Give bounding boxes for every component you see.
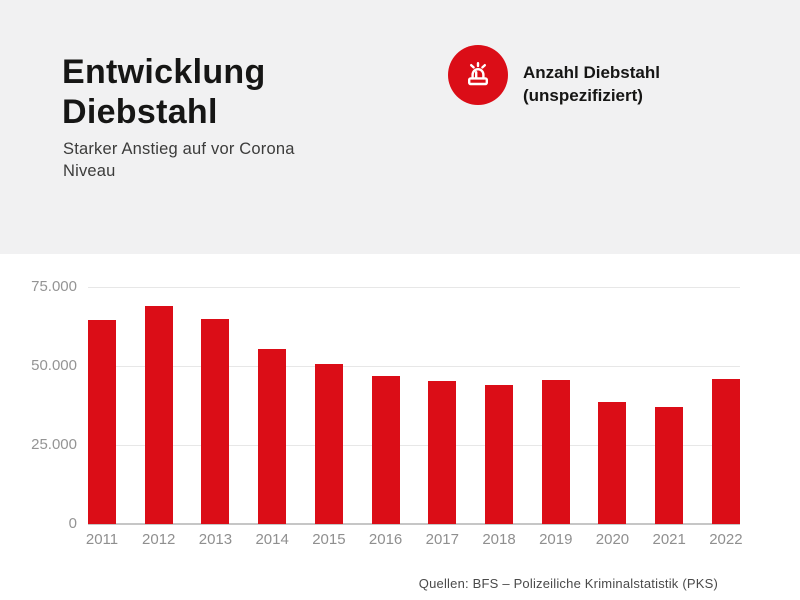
bar-2016 [371,376,400,524]
x-tick-2018: 2018 [482,530,516,550]
x-tick-2017: 2017 [425,530,459,550]
bar-2022 [711,379,740,524]
x-tick-2019: 2019 [539,530,573,550]
x-tick-2022: 2022 [709,530,743,550]
bar-2012 [144,306,173,524]
x-tick-label: 2013 [198,531,233,548]
legend-label: Anzahl Diebstahl (unspezifiziert) [523,63,660,105]
bar-2013 [201,319,230,524]
source-note: Quellen: BFS – Polizeiliche Kriminalstat… [418,576,718,591]
x-tick-2013: 2013 [198,530,233,550]
chart-legend: Anzahl Diebstahl (unspezifiziert) [448,45,698,107]
x-tick-2015: 2015 [312,530,346,550]
page-subtitle: Starker Anstieg auf vor Corona Niveau [63,140,295,180]
x-tick-label: 2019 [539,531,573,548]
legend-icon-badge [448,45,508,105]
x-baseline [88,523,740,525]
grid-line [88,366,740,367]
bar-2014 [258,349,287,524]
header-panel: Entwicklung Diebstahl Starker Anstieg au… [0,0,800,254]
x-tick-label: 2017 [425,531,459,548]
bar-2020 [598,402,627,524]
x-tick-label: 2014 [255,531,289,548]
bars-container [88,287,740,524]
bar-2011 [88,320,116,524]
bar-2018 [485,385,514,524]
y-tick-label: 75.000 [31,278,77,295]
y-axis: 75.000 50.000 25.000 0 [0,278,77,532]
bar-2019 [541,380,570,524]
plot-area [88,287,740,525]
bar-2017 [428,381,457,524]
y-tick-label: 0 [68,515,77,532]
x-tick-label: 2015 [312,531,346,548]
x-tick-2012: 2012 [142,530,176,550]
x-tick-label: 2016 [368,531,403,548]
siren-light-icon [460,55,496,96]
x-tick-label: 2021 [652,531,686,548]
grid-line [88,445,740,446]
x-tick-2020: 2020 [595,530,630,550]
x-tick-2016: 2016 [368,530,403,550]
bar-chart: 75.000 50.000 25.000 0 2011 2012 2013 2014 2015… [0,254,800,600]
y-tick-label: 25.000 [31,436,77,453]
bar-2021 [655,407,684,524]
bar-2015 [314,364,343,524]
grid-line [88,287,740,288]
x-axis: 2011 2012 2013 2014 2015 2016 2017 2018 2019 2020… [85,530,743,550]
x-tick-label: 2022 [709,531,743,548]
x-tick-2011: 2011 [85,530,119,550]
page-title: Entwicklung Diebstahl [62,53,266,131]
x-tick-label: 2018 [482,531,516,548]
x-tick-label: 2011 [85,531,119,548]
x-tick-2021: 2021 [652,530,686,550]
x-tick-label: 2012 [142,531,176,548]
x-tick-label: 2020 [595,531,630,548]
x-tick-2014: 2014 [255,530,289,550]
y-tick-label: 50.000 [31,357,77,374]
